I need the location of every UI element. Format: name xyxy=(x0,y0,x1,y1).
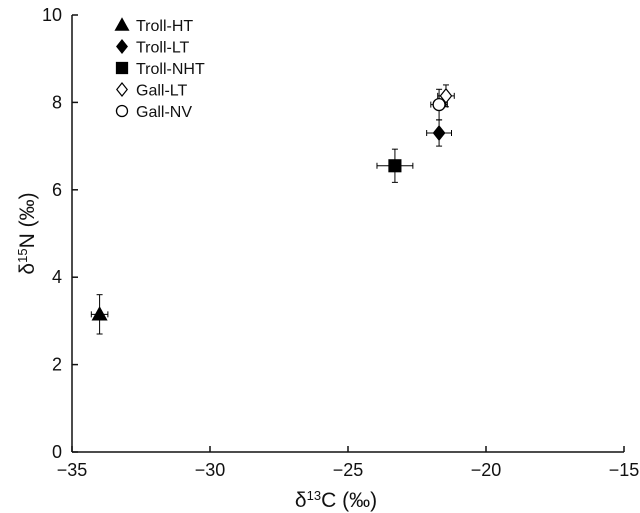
legend-label-gall-lt: Gall-LT xyxy=(136,83,187,100)
y-axis-title-prefix: δ xyxy=(16,263,39,275)
x-tick-label: −30 xyxy=(195,460,226,480)
data-point-gall-nv xyxy=(432,97,446,112)
data-point-troll-nht xyxy=(388,159,402,173)
y-axis-title-main: N (‰) xyxy=(16,192,39,248)
y-tick-label: 10 xyxy=(42,5,62,25)
legend-label-gall-nv: Gall-NV xyxy=(136,104,192,121)
y-tick-label: 8 xyxy=(52,92,62,112)
legend-marker-gall-lt xyxy=(116,82,128,97)
x-tick-label: −35 xyxy=(57,460,88,480)
legend-marker-gall-nv xyxy=(115,104,129,118)
y-tick-label: 2 xyxy=(52,355,62,375)
legend-label-troll-lt: Troll-LT xyxy=(136,40,190,57)
y-axis-title-sup: 15 xyxy=(15,248,30,262)
legend-label-troll-nht: Troll-NHT xyxy=(136,61,205,78)
data-point-troll-lt xyxy=(432,125,446,141)
x-axis-title-prefix: δ xyxy=(295,489,307,512)
data-point-troll-ht xyxy=(91,306,108,321)
x-axis-title: δ13C (‰) xyxy=(295,488,377,513)
legend-marker-troll-ht xyxy=(114,17,130,31)
y-tick-label: 4 xyxy=(52,267,62,287)
y-tick-label: 6 xyxy=(52,180,62,200)
data-point-gall-lt xyxy=(439,87,453,104)
y-axis-title: δ15N (‰) xyxy=(15,192,40,274)
legend-marker-troll-lt xyxy=(116,39,128,54)
y-tick-label: 0 xyxy=(52,442,62,462)
legend-label-troll-ht: Troll-HT xyxy=(136,18,193,35)
x-axis-title-main: C (‰) xyxy=(321,489,377,512)
x-axis-title-sup: 13 xyxy=(307,488,321,503)
legend-marker-troll-nht xyxy=(115,61,129,75)
x-tick-label: −15 xyxy=(609,460,640,480)
x-tick-label: −25 xyxy=(333,460,364,480)
x-tick-label: −20 xyxy=(471,460,502,480)
